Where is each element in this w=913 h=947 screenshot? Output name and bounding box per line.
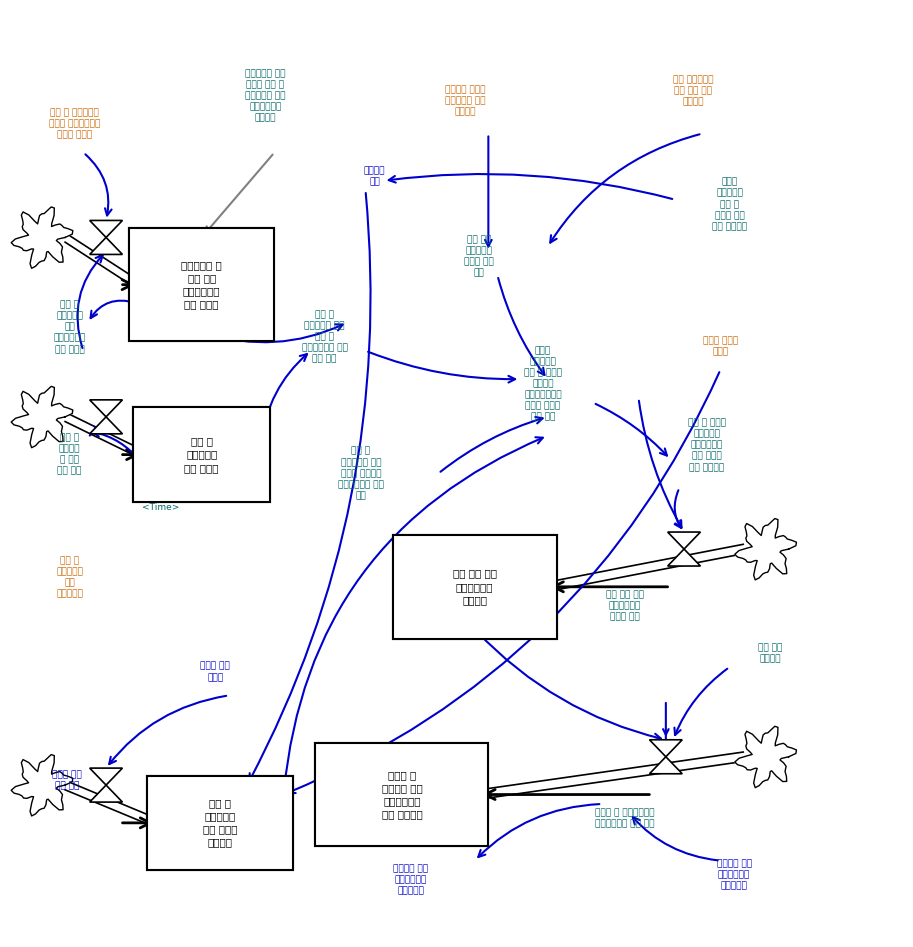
- Text: 남미 및
동남아시아 지역
인구 중
지카바이러스 감염
환자 비율: 남미 및 동남아시아 지역 인구 중 지카바이러스 감염 환자 비율: [301, 310, 348, 364]
- FancyBboxPatch shape: [315, 742, 488, 847]
- Text: 남미 및
동남아시아
지역 내국인
여행객수: 남미 및 동남아시아 지역 내국인 여행객수: [203, 798, 237, 848]
- Polygon shape: [11, 386, 73, 448]
- Polygon shape: [649, 740, 682, 757]
- FancyBboxPatch shape: [129, 228, 275, 341]
- Text: 숲모기 및
성접촉에 의한
지카바이러스
국내 감염자수: 숲모기 및 성접촉에 의한 지카바이러스 국내 감염자수: [382, 770, 422, 819]
- Polygon shape: [89, 768, 122, 785]
- Text: 해외 유입 국내
지카바이러스
감염자 발생: 해외 유입 국내 지카바이러스 감염자 발생: [606, 590, 644, 621]
- Text: 국내 확산
시나리오: 국내 확산 시나리오: [759, 643, 782, 663]
- Polygon shape: [89, 400, 122, 417]
- FancyBboxPatch shape: [133, 407, 270, 502]
- Text: 동남아시아 및
남미 지역
지카바이러스
감염 환자수: 동남아시아 및 남미 지역 지카바이러스 감염 환자수: [182, 259, 222, 310]
- Polygon shape: [11, 755, 73, 816]
- Text: 시뮬레이션 시작
시점의 남미 및
동남아시아 지역
지카바이러스
감염자수: 시뮬레이션 시작 시점의 남미 및 동남아시아 지역 지카바이러스 감염자수: [245, 69, 286, 122]
- FancyBboxPatch shape: [133, 407, 270, 502]
- Text: 남미 및 동남아
지역에서의
지카바이러스
감염 내국인
입국 가능자수: 남미 및 동남아 지역에서의 지카바이러스 감염 내국인 입국 가능자수: [687, 419, 726, 472]
- Polygon shape: [89, 221, 122, 238]
- Text: 내국인
여행자들의
남미 및
동남아 지역
평균 체류일수: 내국인 여행자들의 남미 및 동남아 지역 평균 체류일수: [712, 178, 747, 231]
- Text: 남미 및
동남아시아
지역
지카바이러스
신규 감염자: 남미 및 동남아시아 지역 지카바이러스 신규 감염자: [54, 300, 86, 354]
- Text: 남미 및
동남아시아 지역
이집트 숲모기의
지카바이러스 감염
비율: 남미 및 동남아시아 지역 이집트 숲모기의 지카바이러스 감염 비율: [338, 447, 383, 500]
- Text: 남미 및 동남아시아
지역의 지카바이러스
감염자 증가율: 남미 및 동남아시아 지역의 지카바이러스 감염자 증가율: [48, 109, 100, 140]
- FancyBboxPatch shape: [129, 228, 275, 341]
- Text: 해외 유입 국내
지카바이러스
감염자수: 해외 유입 국내 지카바이러스 감염자수: [453, 568, 497, 605]
- Polygon shape: [89, 417, 122, 434]
- Text: 남미 및
동남아시
아 지역
인구 증가: 남미 및 동남아시 아 지역 인구 증가: [58, 434, 82, 475]
- FancyBboxPatch shape: [147, 776, 293, 870]
- Polygon shape: [667, 532, 700, 549]
- Text: 숲모기 및 성접촉에의한
지카바이러스 감염 확산: 숲모기 및 성접촉에의한 지카바이러스 감염 확산: [595, 808, 655, 829]
- Polygon shape: [11, 207, 73, 268]
- Text: 숲모기에 의한
지카바이러스
국내확산율: 숲모기에 의한 지카바이러스 국내확산율: [394, 864, 428, 895]
- Text: 해외 유입 국내
지카바이러스
감염자수: 해외 유입 국내 지카바이러스 감염자수: [453, 568, 497, 605]
- Text: 숲모기 및
성접촉에 의한
지카바이러스
국내 감염자수: 숲모기 및 성접촉에 의한 지카바이러스 국내 감염자수: [382, 770, 422, 819]
- Text: 내국인 해외
출국 증감: 내국인 해외 출국 증감: [52, 770, 82, 791]
- Text: 내국인 출국
증가율: 내국인 출국 증가율: [201, 662, 230, 682]
- Text: 감염 지역
여행자들이
모기에 물릴
확률: 감염 지역 여행자들이 모기에 물릴 확률: [465, 235, 494, 277]
- Text: 남미 및
동남아시아
지역
인구증가율: 남미 및 동남아시아 지역 인구증가율: [57, 556, 83, 599]
- Polygon shape: [649, 757, 682, 774]
- Text: 해외 여행객들에
대한 모기 예방
교육효과: 해외 여행객들에 대한 모기 예방 교육효과: [673, 76, 713, 107]
- FancyBboxPatch shape: [147, 776, 293, 870]
- Text: 하절기 여행객
증가율: 하절기 여행객 증가율: [703, 336, 738, 356]
- Polygon shape: [735, 519, 796, 580]
- Text: <Time>
<Time>: <Time> <Time>: [142, 491, 179, 512]
- Polygon shape: [89, 238, 122, 255]
- Text: 체류일수
증가: 체류일수 증가: [363, 166, 385, 187]
- FancyBboxPatch shape: [393, 535, 557, 638]
- Polygon shape: [89, 785, 122, 802]
- Polygon shape: [735, 726, 796, 788]
- Text: 성접촉에 의한
지카바이러스
국내확산율: 성접촉에 의한 지카바이러스 국내확산율: [717, 859, 751, 890]
- Text: 남미 및
동남아시아
지역 인구수: 남미 및 동남아시아 지역 인구수: [184, 437, 219, 473]
- Text: 남미 및
동남아시아
지역 인구수: 남미 및 동남아시아 지역 인구수: [184, 437, 219, 473]
- Text: 감염지역 내국인
여행자들의 모기
예방효과: 감염지역 내국인 여행자들의 모기 예방효과: [446, 85, 486, 116]
- FancyBboxPatch shape: [393, 535, 557, 638]
- Polygon shape: [667, 549, 700, 566]
- Text: 동남아시아 및
남미 지역
지카바이러스
감염 환자수: 동남아시아 및 남미 지역 지카바이러스 감염 환자수: [182, 259, 222, 310]
- Text: 남미 및
동남아시아
지역 내국인
여행객수: 남미 및 동남아시아 지역 내국인 여행객수: [203, 798, 237, 848]
- FancyBboxPatch shape: [315, 742, 488, 847]
- Text: 내국인
여향자들이
남미 및 동남아
지역에서
지카바이러스에
감염된 모기에
물릴 확률: 내국인 여향자들이 남미 및 동남아 지역에서 지카바이러스에 감염된 모기에 …: [524, 346, 562, 421]
